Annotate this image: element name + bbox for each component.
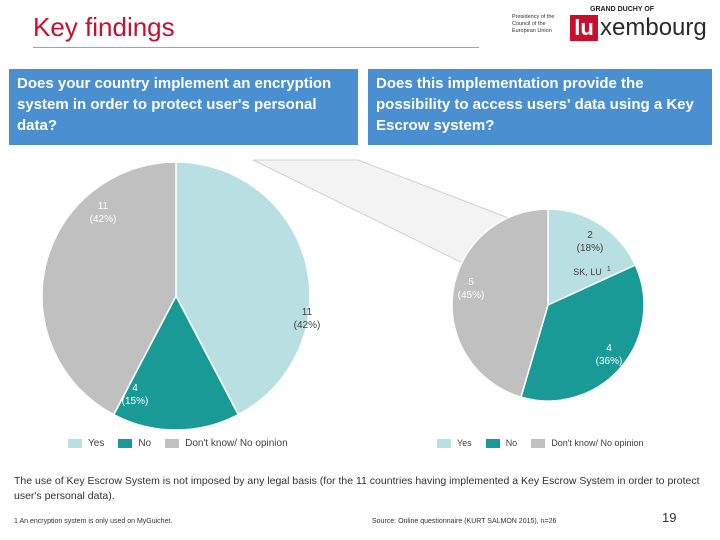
pie1-legend: Yes No Don't know/ No opinion xyxy=(68,438,302,449)
pie2-annotation: SK, LU 1 xyxy=(573,266,611,277)
pie2-legend: Yes No Don't know/ No opinion xyxy=(437,438,657,448)
legend2-swatch-yes xyxy=(437,438,451,448)
pie2-slice-no xyxy=(520,264,645,402)
pie1-label-no: 4 (15%) xyxy=(121,383,149,407)
pie-chart-encryption xyxy=(41,161,311,431)
logo-lu-mark: lu xyxy=(570,15,598,41)
legend2-item-no: No xyxy=(485,438,517,448)
pie2-label-yes: 2 (18%) xyxy=(576,230,604,254)
legend-swatch-dontknow xyxy=(165,439,180,448)
legend2-swatch-no xyxy=(485,438,500,448)
page-title: Key findings xyxy=(33,12,175,42)
pie1-label-dontknow: 11 (42%) xyxy=(89,201,117,225)
logo-presidency: Presidency of the Council of the Europea… xyxy=(512,14,555,34)
pie1-slice-no xyxy=(112,294,240,431)
pie1-slice-dontknow xyxy=(41,161,177,416)
page-number: 19 xyxy=(662,510,677,525)
legend-swatch-yes xyxy=(68,439,82,448)
pie2-slice-yes xyxy=(547,208,637,307)
pie2-label-no: 4 (36%) xyxy=(595,343,623,367)
logo-grand-duchy: GRAND DUCHY OF xyxy=(590,6,655,13)
pie-chart-key-escrow xyxy=(451,208,645,402)
legend2-item-yes: Yes xyxy=(437,438,472,448)
legend2-swatch-dontknow xyxy=(531,438,546,448)
legend-item-dontknow: Don't know/ No opinion xyxy=(165,438,288,449)
legend-swatch-no xyxy=(118,439,133,448)
title-divider xyxy=(33,47,479,48)
pie1-label-yes: 11 (42%) xyxy=(293,307,321,331)
pie2-label-dontknow: 5 (45%) xyxy=(457,277,485,301)
luxembourg-presidency-logo: GRAND DUCHY OF Presidency of the Council… xyxy=(512,6,708,46)
logo-wordmark: xembourg xyxy=(600,14,707,41)
pie2-slice-dontknow xyxy=(451,208,549,399)
pie1-slice-yes xyxy=(175,161,311,416)
legend-item-no: No xyxy=(118,438,151,449)
legend2-item-dontknow: Don't know/ No opinion xyxy=(531,438,643,448)
footer-source: Source: Online questionnaire (KURT SALMO… xyxy=(372,518,557,525)
question-left: Does your country implement an encryptio… xyxy=(9,69,358,145)
footnote: The use of Key Escrow System is not impo… xyxy=(14,475,700,502)
question-right: Does this implementation provide the pos… xyxy=(368,69,712,145)
legend-item-yes: Yes xyxy=(68,438,104,449)
footer-note: 1 An encryption system is only used on M… xyxy=(14,518,173,525)
